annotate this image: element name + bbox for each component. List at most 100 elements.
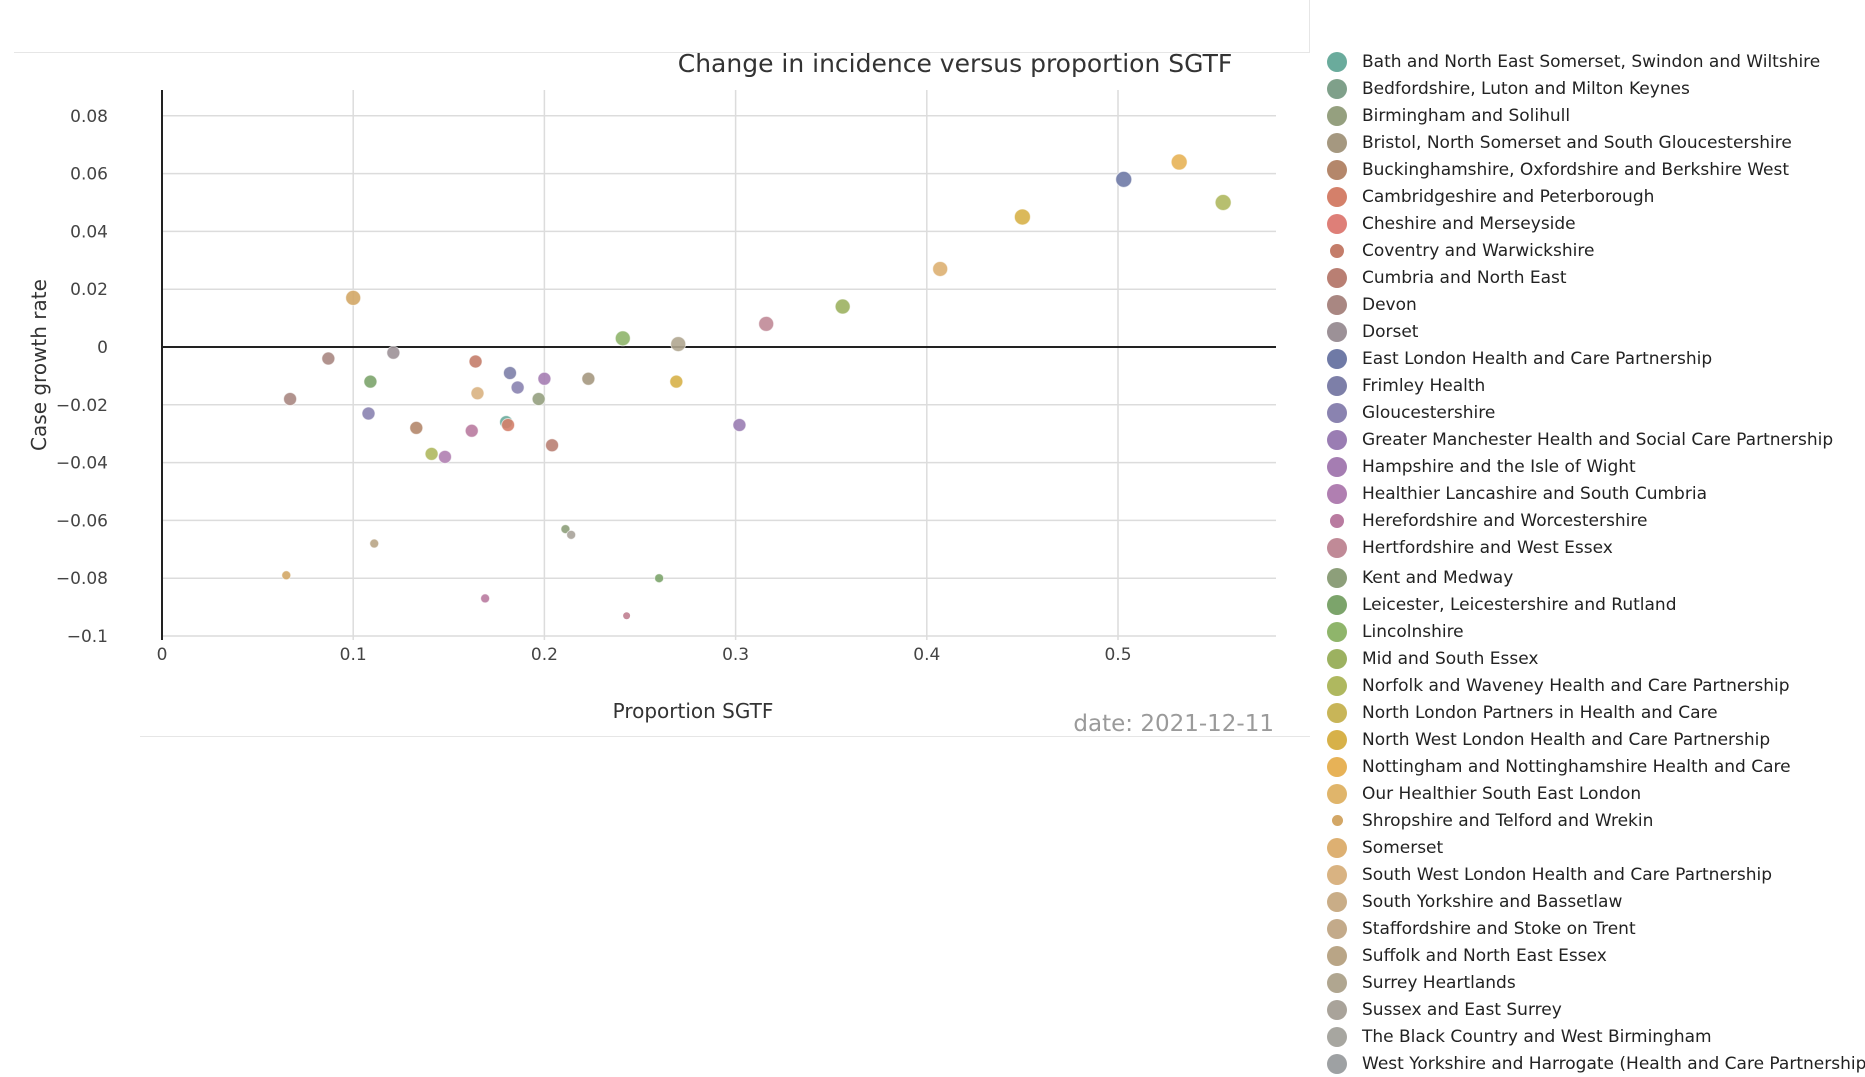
- y-tick-label: 0.06: [70, 165, 108, 185]
- legend-marker-icon: [1320, 699, 1354, 726]
- date-annotation: date: 2021-12-11: [1073, 711, 1274, 737]
- legend-item[interactable]: East London Health and Care Partnership: [1320, 345, 1865, 372]
- legend-item[interactable]: Lincolnshire: [1320, 618, 1865, 645]
- legend-marker-icon: [1320, 183, 1354, 210]
- grid-lines: [162, 90, 1276, 640]
- data-point: [369, 538, 380, 549]
- x-tick-label: 0.3: [722, 645, 749, 665]
- legend-marker-icon: [1320, 618, 1354, 645]
- legend-marker-icon: [1320, 534, 1354, 561]
- legend-item[interactable]: Bedfordshire, Luton and Milton Keynes: [1320, 75, 1865, 102]
- legend-marker-dot: [1327, 429, 1347, 450]
- legend-marker-dot: [1327, 783, 1347, 804]
- legend-label: Somerset: [1362, 837, 1444, 858]
- x-tick-label: 0.5: [1104, 645, 1131, 665]
- legend-label: Cheshire and Merseyside: [1362, 213, 1576, 234]
- legend-item[interactable]: Somerset: [1320, 834, 1865, 861]
- legend-label: Greater Manchester Health and Social Car…: [1362, 429, 1834, 450]
- legend-label: Buckinghamshire, Oxfordshire and Berkshi…: [1362, 159, 1790, 180]
- legend-item[interactable]: South Yorkshire and Bassetlaw: [1320, 888, 1865, 915]
- legend-item[interactable]: Surrey Heartlands: [1320, 969, 1865, 996]
- legend-item[interactable]: West Yorkshire and Harrogate (Health and…: [1320, 1050, 1865, 1077]
- legend-item[interactable]: Kent and Medway: [1320, 564, 1865, 591]
- legend-item[interactable]: Gloucestershire: [1320, 399, 1865, 426]
- legend-marker-dot: [1327, 999, 1347, 1020]
- legend-item[interactable]: Bristol, North Somerset and South Glouce…: [1320, 129, 1865, 156]
- legend-item[interactable]: Coventry and Warwickshire: [1320, 237, 1865, 264]
- legend-marker-dot: [1327, 648, 1347, 669]
- legend: Bath and North East Somerset, Swindon an…: [1320, 48, 1865, 1077]
- legend-item[interactable]: Hertfordshire and West Essex: [1320, 534, 1865, 561]
- legend-marker-icon: [1320, 969, 1354, 996]
- legend-label: East London Health and Care Partnership: [1362, 348, 1713, 369]
- legend-item[interactable]: Leicester, Leicestershire and Rutland: [1320, 591, 1865, 618]
- legend-marker-icon: [1320, 591, 1354, 618]
- legend-label: Surrey Heartlands: [1362, 972, 1516, 993]
- x-axis-label: Proportion SGTF: [613, 699, 774, 723]
- legend-label: Bath and North East Somerset, Swindon an…: [1362, 51, 1821, 72]
- legend-label: Bristol, North Somerset and South Glouce…: [1362, 132, 1792, 153]
- legend-marker-icon: [1320, 102, 1354, 129]
- data-point: [537, 371, 552, 386]
- data-point: [470, 386, 485, 401]
- legend-item[interactable]: Dorset: [1320, 318, 1865, 345]
- x-tick-label: 0.4: [913, 645, 940, 665]
- legend-item[interactable]: Nottingham and Nottinghamshire Health an…: [1320, 753, 1865, 780]
- legend-marker-icon: [1320, 264, 1354, 291]
- legend-marker-dot: [1327, 702, 1347, 723]
- legend-marker-dot: [1327, 1053, 1347, 1074]
- legend-item[interactable]: Buckinghamshire, Oxfordshire and Berkshi…: [1320, 156, 1865, 183]
- legend-item[interactable]: Shropshire and Telford and Wrekin: [1320, 807, 1865, 834]
- legend-item[interactable]: Cumbria and North East: [1320, 264, 1865, 291]
- data-point: [834, 298, 851, 315]
- y-tick-label: 0.02: [70, 280, 108, 300]
- legend-marker-icon: [1320, 48, 1354, 75]
- legend-item[interactable]: The Black Country and West Birmingham: [1320, 1023, 1865, 1050]
- legend-marker-dot: [1327, 537, 1347, 558]
- legend-marker-icon: [1320, 1023, 1354, 1050]
- legend-item[interactable]: Suffolk and North East Essex: [1320, 942, 1865, 969]
- plot-frame-bottom: [140, 736, 1310, 737]
- data-point: [581, 371, 596, 386]
- x-tick-label: 0.1: [340, 645, 367, 665]
- legend-item[interactable]: Staffordshire and Stoke on Trent: [1320, 915, 1865, 942]
- scatter-chart: 0 0.1 0.2 0.3 0.4 0.5 0.08 0.06 0.04 0.02 0 −0.02 −0…: [27, 49, 1276, 737]
- legend-item[interactable]: Norfolk and Waveney Health and Care Part…: [1320, 672, 1865, 699]
- legend-item[interactable]: South West London Health and Care Partne…: [1320, 861, 1865, 888]
- legend-item[interactable]: Sussex and East Surrey: [1320, 996, 1865, 1023]
- legend-marker-icon: [1320, 564, 1354, 591]
- legend-label: Bedfordshire, Luton and Milton Keynes: [1362, 78, 1690, 99]
- tick-labels: 0 0.1 0.2 0.3 0.4 0.5 0.08 0.06 0.04 0.02 0 −0.02 −0…: [56, 107, 1132, 665]
- legend-item[interactable]: Frimley Health: [1320, 372, 1865, 399]
- data-point: [502, 366, 517, 381]
- legend-item[interactable]: Birmingham and Solihull: [1320, 102, 1865, 129]
- legend-item[interactable]: Mid and South Essex: [1320, 645, 1865, 672]
- y-axis-label: Case growth rate: [27, 279, 51, 451]
- legend-item[interactable]: North London Partners in Health and Care: [1320, 699, 1865, 726]
- legend-marker-dot: [1327, 132, 1347, 153]
- legend-marker-dot: [1327, 402, 1347, 423]
- data-points: [281, 153, 1232, 620]
- legend-item[interactable]: Healthier Lancashire and South Cumbria: [1320, 480, 1865, 507]
- legend-marker-dot: [1327, 159, 1347, 180]
- legend-marker-dot: [1327, 456, 1347, 477]
- legend-item[interactable]: Cambridgeshire and Peterborough: [1320, 183, 1865, 210]
- legend-item[interactable]: Greater Manchester Health and Social Car…: [1320, 426, 1865, 453]
- legend-label: Cambridgeshire and Peterborough: [1362, 186, 1655, 207]
- legend-label: Hertfordshire and West Essex: [1362, 537, 1613, 558]
- legend-marker-dot: [1330, 513, 1344, 528]
- y-tick-label: −0.04: [56, 454, 108, 474]
- data-point: [669, 374, 684, 389]
- legend-item[interactable]: Bath and North East Somerset, Swindon an…: [1320, 48, 1865, 75]
- legend-marker-dot: [1327, 837, 1347, 858]
- legend-item[interactable]: Cheshire and Merseyside: [1320, 210, 1865, 237]
- legend-item[interactable]: North West London Health and Care Partne…: [1320, 726, 1865, 753]
- legend-item[interactable]: Hampshire and the Isle of Wight: [1320, 453, 1865, 480]
- y-tick-label: 0: [97, 338, 108, 358]
- legend-marker-icon: [1320, 834, 1354, 861]
- legend-item[interactable]: Herefordshire and Worcestershire: [1320, 507, 1865, 534]
- legend-marker-dot: [1327, 945, 1347, 966]
- legend-marker-dot: [1327, 864, 1347, 885]
- legend-item[interactable]: Our Healthier South East London: [1320, 780, 1865, 807]
- legend-item[interactable]: Devon: [1320, 291, 1865, 318]
